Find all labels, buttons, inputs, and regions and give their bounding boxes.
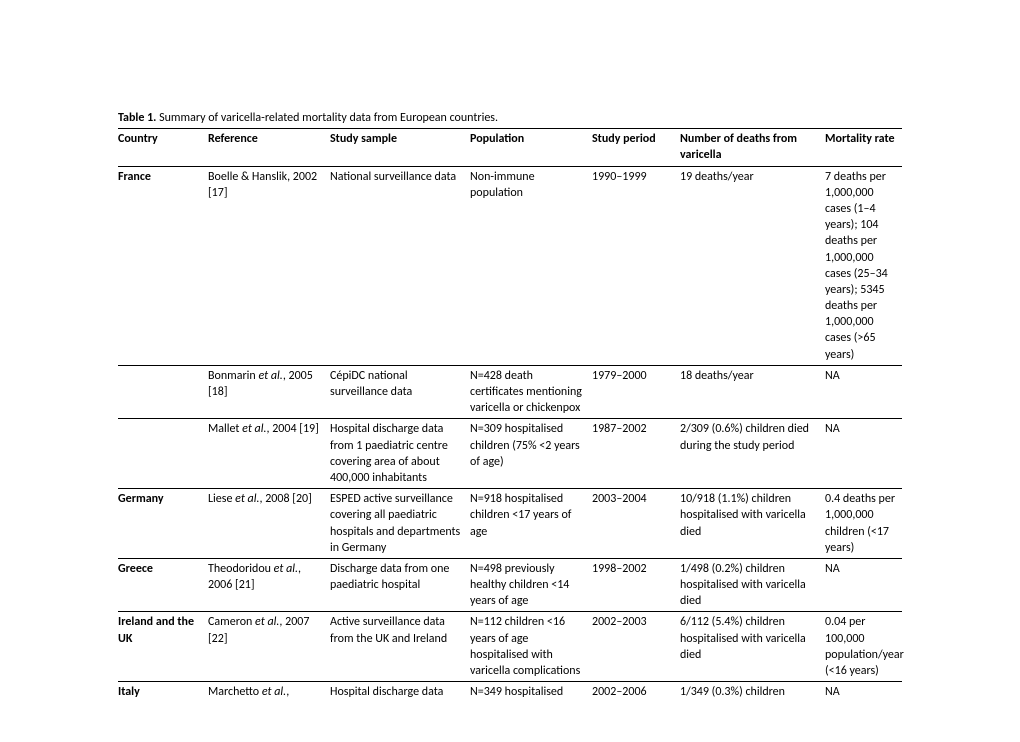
table-row: GreeceTheodoridou et al., 2006 [21]Disch…	[118, 558, 902, 612]
caption-text: Summary of varicella-related mortality d…	[156, 111, 498, 125]
cell-country: Italy	[118, 682, 208, 703]
cell-period: 1990–1999	[592, 166, 680, 365]
cell-deaths: 18 deaths/year	[680, 365, 825, 419]
cell-country: France	[118, 166, 208, 365]
cell-period: 2002–2006	[592, 682, 680, 703]
cell-deaths: 1/349 (0.3%) children	[680, 682, 825, 703]
cell-country: Ireland and the UK	[118, 612, 208, 682]
cell-reference: Liese et al., 2008 [20]	[208, 489, 330, 559]
col-period: Study period	[592, 129, 680, 166]
cell-country	[118, 365, 208, 419]
cell-country: Greece	[118, 558, 208, 612]
cell-sample: Hospital discharge data	[330, 682, 470, 703]
cell-rate: NA	[825, 365, 902, 419]
cell-reference: Boelle & Hanslik, 2002 [17]	[208, 166, 330, 365]
cell-rate: NA	[825, 419, 902, 489]
cell-sample: Hospital discharge data from 1 paediatri…	[330, 419, 470, 489]
cell-deaths: 6/112 (5.4%) children hospitalised with …	[680, 612, 825, 682]
cell-sample: ESPED active surveillance covering all p…	[330, 489, 470, 559]
cell-rate: 0.04 per 100,000 population/year (<16 ye…	[825, 612, 902, 682]
cell-reference: Bonmarin et al., 2005 [18]	[208, 365, 330, 419]
cell-period: 1998–2002	[592, 558, 680, 612]
cell-deaths: 10/918 (1.1%) children hospitalised with…	[680, 489, 825, 559]
cell-population: N=112 children <16 years of age hospital…	[470, 612, 592, 682]
cell-population: N=498 previously healthy children <14 ye…	[470, 558, 592, 612]
cell-period: 2002–2003	[592, 612, 680, 682]
caption-bold: Table 1.	[118, 111, 156, 125]
table-row: FranceBoelle & Hanslik, 2002 [17]Nationa…	[118, 166, 902, 365]
cell-reference: Cameron et al., 2007 [22]	[208, 612, 330, 682]
cell-population: N=428 death certificates mentioning vari…	[470, 365, 592, 419]
cell-reference: Marchetto et al.,	[208, 682, 330, 703]
cell-country: Germany	[118, 489, 208, 559]
cell-population: N=918 hospitalised children <17 years of…	[470, 489, 592, 559]
cell-sample: National surveillance data	[330, 166, 470, 365]
col-country: Country	[118, 129, 208, 166]
cell-deaths: 2/309 (0.6%) children died during the st…	[680, 419, 825, 489]
col-reference: Reference	[208, 129, 330, 166]
cell-rate: NA	[825, 558, 902, 612]
table-row: Mallet et al., 2004 [19]Hospital dischar…	[118, 419, 902, 489]
cell-rate: 7 deaths per 1,000,000 cases (1–4 years)…	[825, 166, 902, 365]
cell-sample: Discharge data from one paediatric hospi…	[330, 558, 470, 612]
table-header-row: Country Reference Study sample Populatio…	[118, 129, 902, 166]
mortality-table: Country Reference Study sample Populatio…	[118, 128, 902, 702]
cell-rate: 0.4 deaths per 1,000,000 children (<17 y…	[825, 489, 902, 559]
cell-sample: CépiDC national surveillance data	[330, 365, 470, 419]
cell-deaths: 19 deaths/year	[680, 166, 825, 365]
cell-period: 1979–2000	[592, 365, 680, 419]
col-rate: Mortality rate	[825, 129, 902, 166]
cell-population: Non-immune population	[470, 166, 592, 365]
table-row: GermanyLiese et al., 2008 [20]ESPED acti…	[118, 489, 902, 559]
cell-period: 2003–2004	[592, 489, 680, 559]
cell-deaths: 1/498 (0.2%) children hospitalised with …	[680, 558, 825, 612]
cell-sample: Active surveillance data from the UK and…	[330, 612, 470, 682]
table-caption: Table 1. Summary of varicella-related mo…	[118, 110, 902, 126]
col-deaths: Number of deaths from varicella	[680, 129, 825, 166]
col-sample: Study sample	[330, 129, 470, 166]
table-row: Ireland and the UKCameron et al., 2007 […	[118, 612, 902, 682]
cell-rate: NA	[825, 682, 902, 703]
cell-population: N=309 hospitalised children (75% <2 year…	[470, 419, 592, 489]
cell-reference: Mallet et al., 2004 [19]	[208, 419, 330, 489]
table-row: Bonmarin et al., 2005 [18]CépiDC nationa…	[118, 365, 902, 419]
cell-country	[118, 419, 208, 489]
table-row: ItalyMarchetto et al., Hospital discharg…	[118, 682, 902, 703]
cell-period: 1987–2002	[592, 419, 680, 489]
cell-reference: Theodoridou et al., 2006 [21]	[208, 558, 330, 612]
cell-population: N=349 hospitalised	[470, 682, 592, 703]
col-population: Population	[470, 129, 592, 166]
